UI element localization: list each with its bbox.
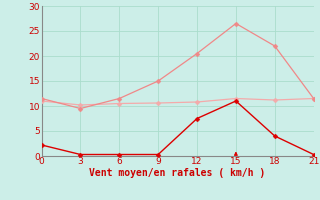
X-axis label: Vent moyen/en rafales ( km/h ): Vent moyen/en rafales ( km/h ) [90,168,266,178]
